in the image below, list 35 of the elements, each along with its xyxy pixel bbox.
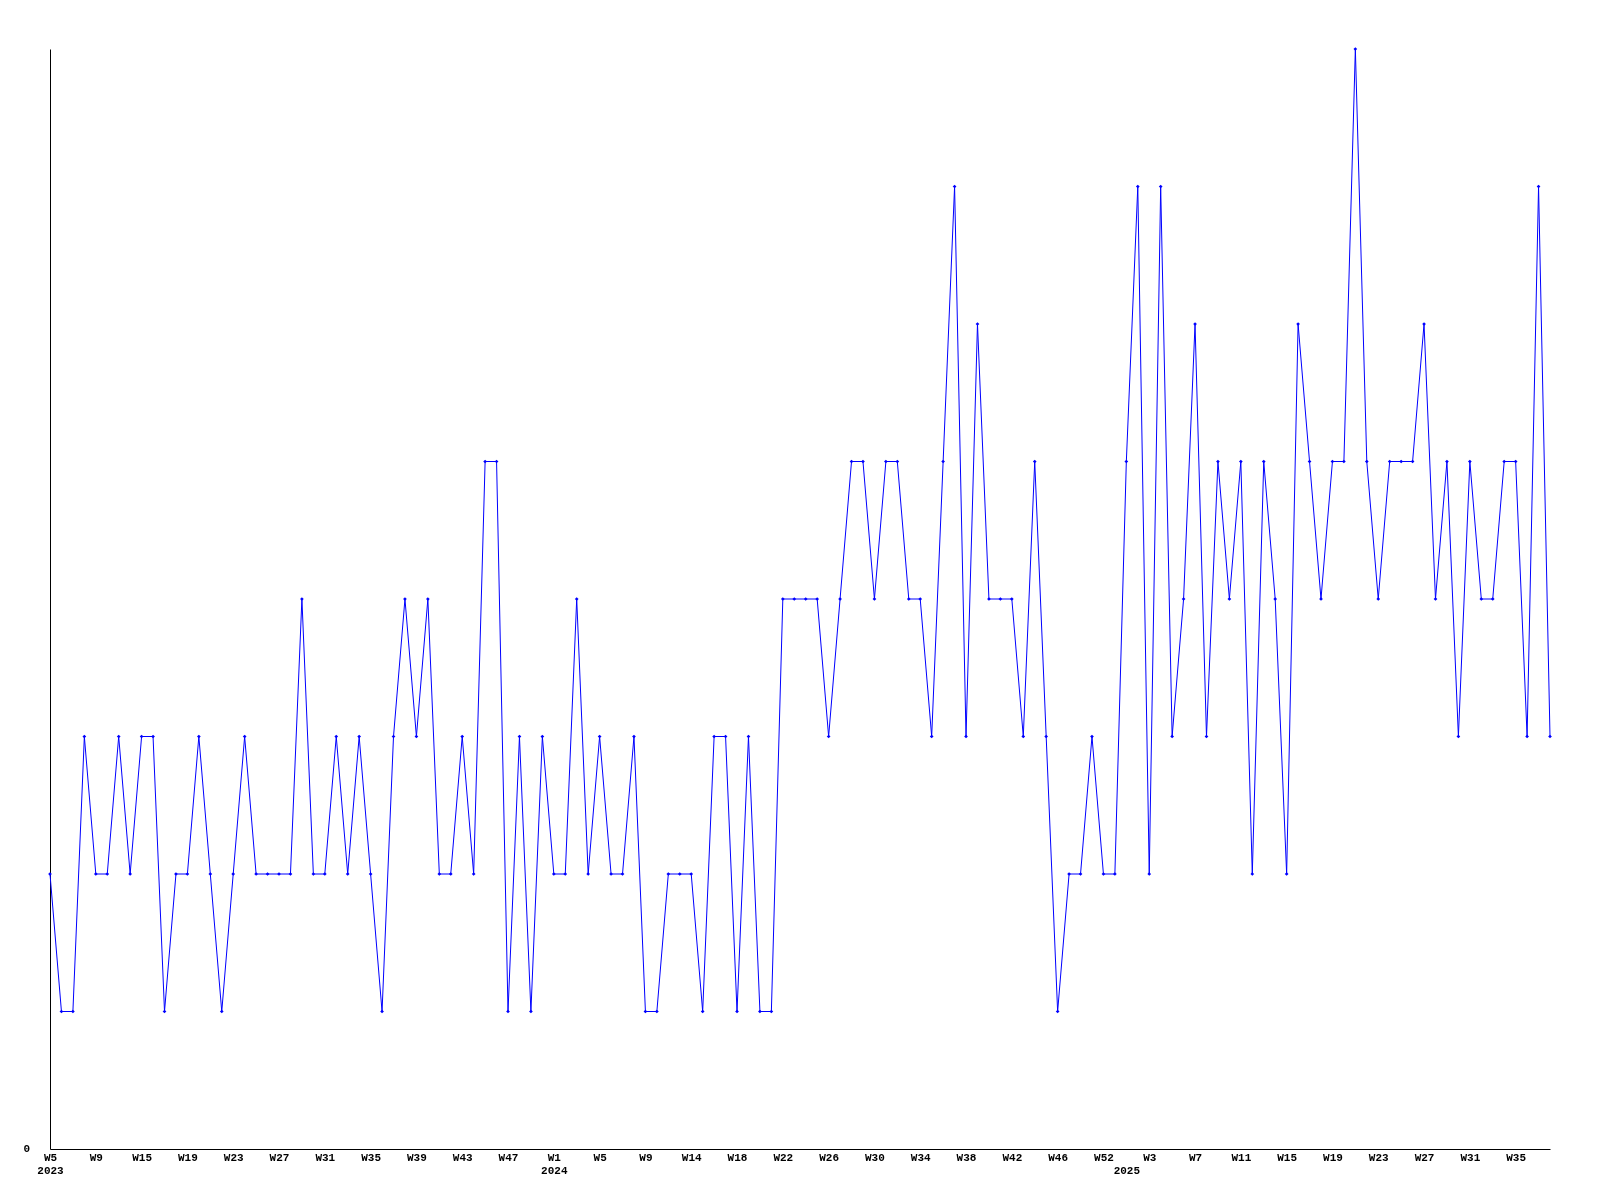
x-tick-label: W23 <box>223 1151 244 1164</box>
x-tick-label: W23 <box>1368 1151 1390 1164</box>
x-tick-label: W19 <box>1323 1151 1343 1164</box>
x-tick-label: W5 2023 <box>37 1151 65 1177</box>
x-tick-label: W31 <box>1460 1151 1481 1164</box>
x-tick-label: W9 <box>639 1151 653 1164</box>
x-tick-label: W7 <box>1188 1151 1203 1164</box>
x-tick-label: W34 <box>910 1151 932 1164</box>
text: 0 <box>23 1143 30 1155</box>
x-tick-label: W30 <box>865 1151 885 1164</box>
x-tick-label: W11 <box>1231 1151 1252 1164</box>
x-tick-label: W1 2024 <box>541 1151 568 1177</box>
x-tick-label: W39 <box>407 1151 427 1164</box>
x-tick-label: W9 <box>89 1151 103 1164</box>
x-tick-label: W15 <box>1277 1151 1298 1164</box>
x-tick-label: W38 <box>956 1151 977 1164</box>
x-tick-label: W52 <box>1094 1151 1114 1164</box>
x-tick-label: W43 <box>452 1151 474 1164</box>
x-tick-label: W18 <box>727 1151 748 1164</box>
x-tick-label: W35 <box>361 1151 382 1164</box>
x-tick-label: W35 <box>1506 1151 1527 1164</box>
x-tick-label: W14 <box>681 1151 703 1164</box>
x-tick-label: W3 <box>1143 1151 1157 1164</box>
x-tick-label: W27 <box>1414 1151 1435 1164</box>
x-tick-label: W5 <box>593 1151 608 1164</box>
x-tick-label: W27 <box>269 1151 290 1164</box>
x-tick-label: 2025 <box>1113 1164 1141 1177</box>
x-tick-label: W26 <box>819 1151 840 1164</box>
x-tick-label: W31 <box>315 1151 336 1164</box>
x-tick-label: W15 <box>132 1151 153 1164</box>
x-tick-label: W19 <box>178 1151 198 1164</box>
x-tick-label: W22 <box>773 1151 794 1164</box>
x-tick-label: W46 <box>1048 1151 1069 1164</box>
x-tick-label: W47 <box>498 1151 519 1164</box>
x-tick-label: W42 <box>1002 1151 1023 1164</box>
